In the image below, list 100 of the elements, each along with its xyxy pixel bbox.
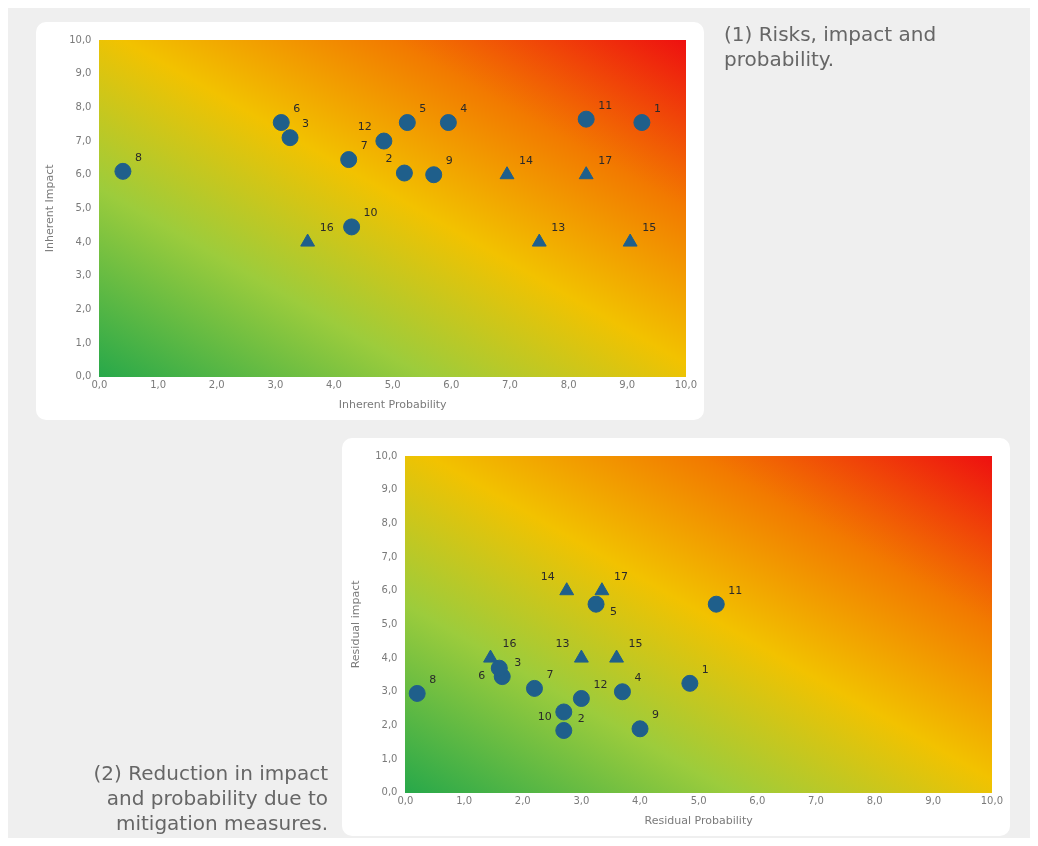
x-tick-label: 2,0 (514, 795, 531, 807)
point (578, 166, 594, 180)
point (577, 110, 595, 128)
point (300, 233, 316, 247)
point (408, 684, 426, 702)
annotation: 8 (134, 150, 142, 164)
annotation: 12 (593, 677, 608, 691)
annotation: 14 (519, 154, 534, 168)
y-tick-label: 9,0 (381, 483, 398, 495)
y-tick-label: 8,0 (381, 516, 398, 528)
annotation: 6 (478, 668, 486, 682)
point (555, 703, 573, 721)
annotation: 15 (642, 221, 657, 235)
y-axis-title: Inherent Impact (43, 163, 57, 253)
point (707, 595, 725, 613)
annotation: 7 (360, 138, 368, 152)
annotation: 10 (537, 709, 552, 723)
y-tick-label: 4,0 (75, 235, 92, 247)
x-tick-label: 10,0 (980, 795, 1003, 807)
x-tick-label: 7,0 (501, 379, 518, 391)
y-tick-label: 3,0 (75, 269, 92, 281)
annotation: 3 (514, 655, 522, 669)
x-tick-label: 5,0 (690, 795, 707, 807)
annotation: 13 (551, 221, 566, 235)
y-tick-label: 0,0 (381, 786, 398, 798)
text: (1) Risks, impact and probability. (724, 22, 938, 72)
annotation: 7 (546, 667, 554, 681)
annotation: 15 (628, 637, 643, 651)
y-tick-label: 3,0 (381, 685, 398, 697)
annotation: 1 (653, 101, 661, 115)
y-tick-label: 10,0 (69, 33, 92, 45)
point (681, 674, 699, 692)
y-tick-label: 7,0 (381, 550, 398, 562)
annotation: 17 (613, 570, 628, 584)
y-tick-label: 7,0 (75, 134, 92, 146)
x-axis-title: Residual Probability (644, 814, 754, 828)
x-tick-label: 6,0 (749, 795, 766, 807)
annotation: 9 (445, 154, 453, 168)
point (559, 582, 575, 596)
point (281, 129, 299, 147)
y-tick-label: 10,0 (375, 449, 398, 461)
x-tick-label: 3,0 (267, 379, 284, 391)
point (340, 151, 358, 169)
x-tick-label: 7,0 (807, 795, 824, 807)
annotation: 6 (293, 101, 301, 115)
annotation: 11 (728, 583, 743, 597)
annotation: 16 (319, 221, 334, 235)
point (631, 720, 649, 738)
point (398, 114, 416, 132)
annotation: 12 (357, 120, 372, 134)
annotation: 8 (429, 672, 437, 686)
x-axis-title: Inherent Probability (338, 398, 448, 412)
y-tick-label: 5,0 (381, 617, 398, 629)
point (572, 690, 590, 707)
annotation: 5 (610, 604, 618, 618)
x-tick-label: 9,0 (619, 379, 636, 391)
point (594, 582, 610, 596)
point (587, 595, 605, 613)
annotation: 1 (701, 662, 709, 676)
y-tick-label: 6,0 (75, 168, 92, 180)
annotation: 17 (598, 154, 613, 168)
x-tick-label: 2,0 (208, 379, 225, 391)
point (573, 649, 589, 663)
annotation: 16 (502, 637, 517, 651)
point (531, 233, 547, 247)
x-tick-label: 4,0 (326, 379, 342, 391)
x-tick-label: 0,0 (397, 795, 414, 807)
x-tick-label: 1,0 (150, 379, 167, 391)
y-tick-label: 9,0 (75, 67, 92, 79)
x-tick-label: 9,0 (925, 795, 942, 807)
annotation: 5 (419, 101, 427, 115)
point (609, 649, 624, 663)
x-tick-label: 8,0 (866, 795, 883, 807)
y-tick-label: 8,0 (75, 100, 92, 112)
point (633, 114, 651, 132)
point (425, 166, 443, 184)
annotation: 2 (385, 152, 393, 166)
x-tick-label: 8,0 (560, 379, 577, 391)
point (555, 721, 573, 739)
point (343, 218, 361, 236)
point (622, 233, 638, 247)
annotation: 3 (302, 117, 310, 131)
annotation: 2 (577, 712, 585, 726)
annotation: 11 (598, 98, 613, 112)
point (490, 659, 508, 677)
x-tick-label: 1,0 (456, 795, 473, 807)
point (483, 649, 498, 663)
point (375, 132, 393, 150)
x-tick-label: 10,0 (674, 379, 697, 391)
annotation: 4 (634, 671, 642, 685)
x-tick-label: 3,0 (573, 795, 590, 807)
annotation: 13 (555, 637, 570, 651)
x-tick-label: 0,0 (91, 379, 108, 391)
point (439, 114, 457, 132)
y-axis-title: Residual impact (349, 579, 363, 669)
point (395, 164, 413, 182)
x-tick-label: 6,0 (443, 379, 460, 391)
point (499, 166, 515, 180)
y-tick-label: 2,0 (75, 303, 92, 315)
y-tick-label: 1,0 (381, 752, 398, 764)
